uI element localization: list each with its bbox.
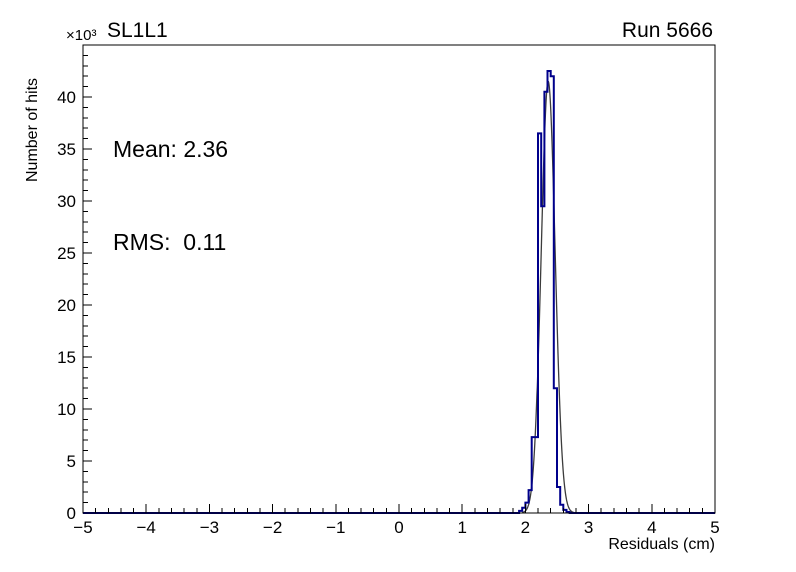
stats-box: Mean: 2.36 RMS: 0.11 xyxy=(113,72,228,320)
x-tick-label: −5 xyxy=(73,518,92,537)
x-tick-label: 1 xyxy=(457,518,466,537)
y-tick-label: 5 xyxy=(67,452,76,471)
x-tick-label: 3 xyxy=(584,518,593,537)
y-tick-label: 25 xyxy=(57,244,76,263)
x-tick-label: 4 xyxy=(647,518,656,537)
x-tick-label: 5 xyxy=(710,518,719,537)
y-tick-label: 15 xyxy=(57,348,76,367)
y-axis-title: Number of hits xyxy=(24,77,41,182)
stats-mean: Mean: 2.36 xyxy=(113,136,229,162)
y-tick-label: 10 xyxy=(57,400,76,419)
run-label: Run 5666 xyxy=(621,19,713,42)
y-tick-label: 35 xyxy=(57,140,76,159)
plot-title: SL1L1 xyxy=(107,19,168,42)
y-tick-label: 0 xyxy=(67,504,76,523)
x-tick-label: −3 xyxy=(200,518,219,537)
x-tick-label: 2 xyxy=(521,518,530,537)
y-tick-label: 40 xyxy=(57,88,76,107)
y-tick-label: 20 xyxy=(57,296,76,315)
y-tick-label: 30 xyxy=(57,192,76,211)
x-tick-label: −2 xyxy=(263,518,282,537)
x-tick-label: −1 xyxy=(326,518,345,537)
x-axis-title: Residuals (cm) xyxy=(608,536,715,553)
y-axis-scale-label: ×10³ xyxy=(66,27,97,44)
stats-rms: RMS: 0.11 xyxy=(113,229,227,255)
x-tick-label: 0 xyxy=(394,518,403,537)
x-tick-label: −4 xyxy=(137,518,156,537)
